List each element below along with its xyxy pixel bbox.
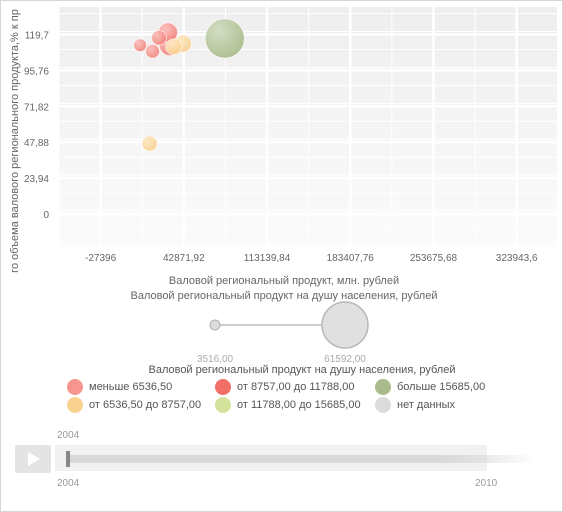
y-tick-label: 47,88 bbox=[24, 138, 49, 149]
size-axis-label: Валовой региональный продукт на душу нас… bbox=[130, 290, 437, 302]
play-button[interactable] bbox=[15, 445, 51, 473]
bubble[interactable] bbox=[204, 18, 245, 59]
bubbles bbox=[133, 18, 245, 152]
legend-swatch bbox=[375, 397, 391, 413]
legend-label: меньше 6536,50 bbox=[89, 381, 173, 393]
bubble-highlight bbox=[205, 18, 245, 59]
size-legend-max-label: 61592,00 bbox=[324, 354, 366, 365]
timeline-start-year: 2004 bbox=[57, 478, 80, 489]
timeline-thumb[interactable] bbox=[66, 451, 70, 467]
bubble-highlight bbox=[151, 30, 167, 46]
x-tick-label: -27396 bbox=[85, 253, 117, 264]
x-tick-label: 323943,6 bbox=[496, 253, 538, 264]
legend-swatch bbox=[215, 397, 231, 413]
legend-label: от 11788,00 до 15685,00 bbox=[237, 399, 361, 411]
x-tick-label: 253675,68 bbox=[410, 253, 458, 264]
play-icon bbox=[28, 452, 40, 466]
bubble[interactable] bbox=[145, 43, 161, 59]
y-tick-label: 0 bbox=[43, 210, 49, 221]
legend-label: нет данных bbox=[397, 399, 456, 411]
size-legend-min-label: 3516,00 bbox=[197, 354, 234, 365]
legend-swatch bbox=[67, 379, 83, 395]
bubble[interactable] bbox=[165, 38, 183, 56]
bubble-chart: 0 23,94 47,88 71,82 95,76 119,7 -27396 42871,9… bbox=[9, 7, 557, 365]
y-axis-ticks: 0 23,94 47,88 71,82 95,76 119,7 bbox=[24, 30, 49, 221]
timeline-player: 2004 2004 2010 bbox=[15, 430, 555, 501]
bubble-highlight bbox=[133, 38, 147, 52]
y-tick-label: 71,82 bbox=[24, 102, 49, 113]
x-tick-label: 183407,76 bbox=[327, 253, 375, 264]
bubble[interactable] bbox=[141, 135, 158, 152]
bubble-highlight bbox=[142, 135, 158, 152]
legend-swatch bbox=[67, 397, 83, 413]
size-legend: 3516,00 61592,00 bbox=[197, 301, 369, 365]
timeline-track[interactable] bbox=[67, 455, 537, 463]
bubble[interactable] bbox=[151, 29, 168, 46]
legend-label: от 8757,00 до 11788,00 bbox=[237, 381, 355, 393]
x-axis-label: Валовой региональный продукт, млн. рубле… bbox=[169, 275, 399, 287]
x-axis-ticks: -27396 42871,92 113139,84 183407,76 253675,6… bbox=[85, 253, 538, 264]
timeline-current-year: 2004 bbox=[57, 430, 80, 441]
legend-label: от 6536,50 до 8757,00 bbox=[89, 399, 202, 411]
size-legend-min-bubble bbox=[209, 319, 221, 331]
color-legend-title: Валовой региональный продукт на душу нас… bbox=[148, 364, 456, 376]
legend-label: больше 15685,00 bbox=[397, 381, 486, 393]
y-tick-label: 23,94 bbox=[24, 174, 49, 185]
y-axis-label: го объема валового регионального продукт… bbox=[9, 9, 21, 273]
x-tick-label: 42871,92 bbox=[163, 253, 205, 264]
timeline-end-year: 2010 bbox=[475, 478, 498, 489]
y-tick-label: 95,76 bbox=[24, 66, 49, 77]
grid-lines bbox=[58, 7, 557, 248]
bubble-highlight bbox=[145, 44, 160, 59]
bubble-highlight bbox=[165, 38, 182, 55]
legend-swatch bbox=[375, 379, 391, 395]
size-legend-max-bubble bbox=[321, 301, 369, 349]
x-tick-label: 113139,84 bbox=[244, 253, 291, 264]
bubble[interactable] bbox=[133, 38, 148, 53]
y-tick-label: 119,7 bbox=[25, 30, 50, 41]
legend-swatch bbox=[215, 379, 231, 395]
